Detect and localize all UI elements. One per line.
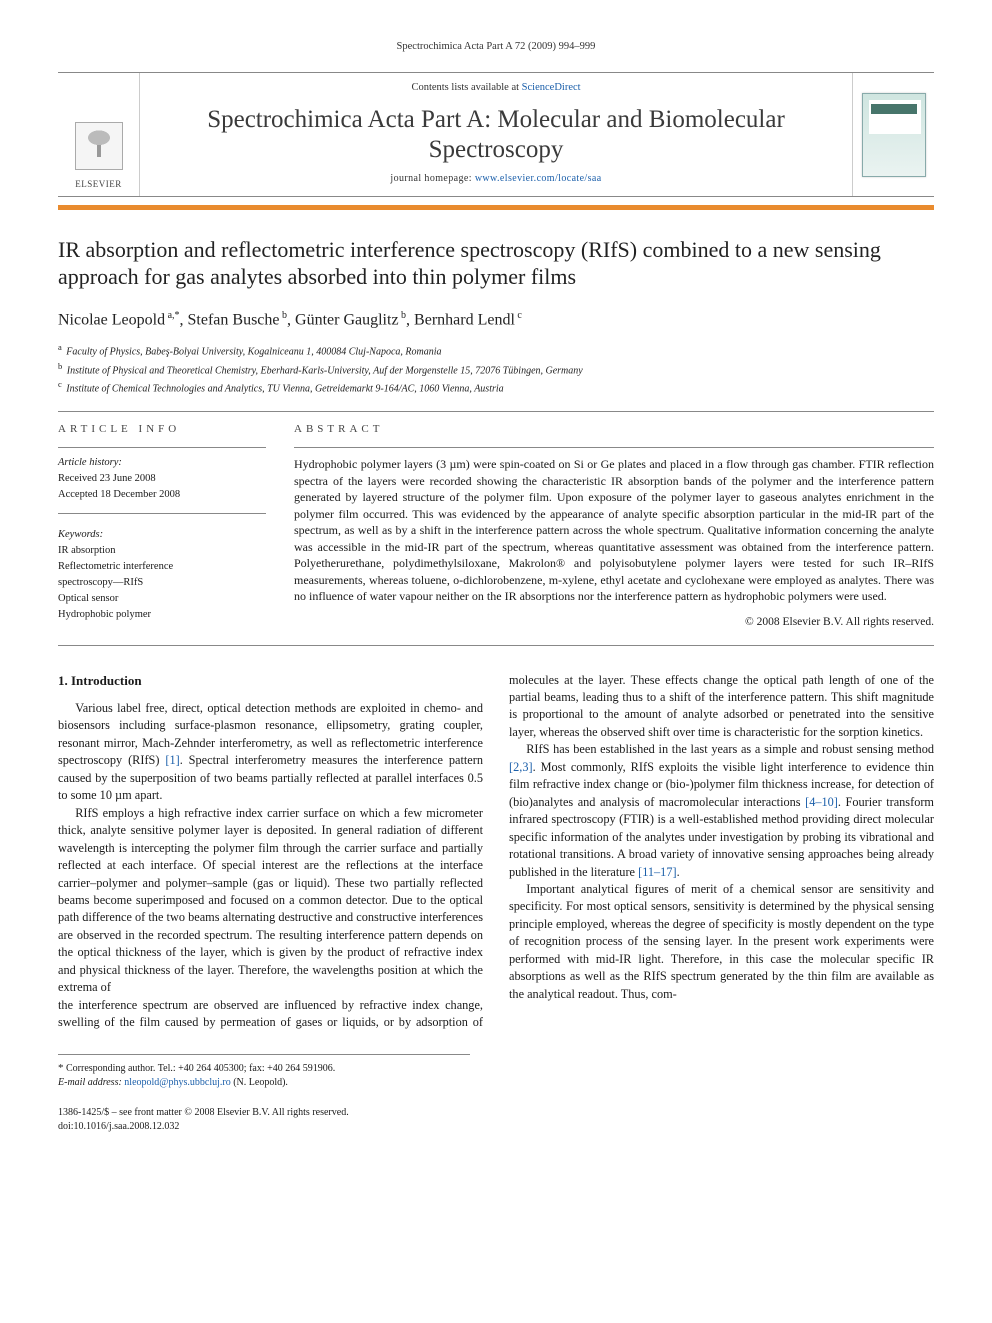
journal-title: Spectrochimica Acta Part A: Molecular an… — [148, 105, 844, 164]
accent-bar — [58, 205, 934, 210]
corresponding-email-link[interactable]: nleopold@phys.ubbcluj.ro — [124, 1077, 230, 1088]
top-rule — [58, 411, 934, 412]
homepage-prefix: journal homepage: — [390, 173, 474, 184]
running-head: Spectrochimica Acta Part A 72 (2009) 994… — [58, 40, 934, 54]
abstract-body: Hydrophobic polymer layers (3 µm) were s… — [294, 456, 934, 605]
keyword-line: Reflectometric interference — [58, 560, 266, 574]
abstract-rule — [294, 447, 934, 448]
affiliation-line: b Institute of Physical and Theoretical … — [58, 360, 934, 379]
doi-line: doi:10.1016/j.saa.2008.12.032 — [58, 1120, 934, 1134]
body-paragraph: Important analytical figures of merit of… — [509, 881, 934, 1003]
keyword-line: Hydrophobic polymer — [58, 608, 266, 622]
article-meta-row: ARTICLE INFO Article history: Received 2… — [58, 422, 934, 630]
bottom-rule — [58, 645, 934, 646]
body-paragraph: RIfS has been established in the last ye… — [509, 741, 934, 881]
publisher-logo-text: ELSEVIER — [75, 178, 122, 190]
keyword-line: Optical sensor — [58, 592, 266, 606]
abstract-copyright: © 2008 Elsevier B.V. All rights reserved… — [294, 615, 934, 631]
citation-ref[interactable]: [4–10] — [805, 795, 838, 809]
history-label: Article history: — [58, 456, 266, 470]
masthead-center: Contents lists available at ScienceDirec… — [140, 73, 852, 196]
front-matter-line: 1386-1425/$ – see front matter © 2008 El… — [58, 1106, 934, 1120]
citation-ref[interactable]: [11–17] — [638, 865, 676, 879]
journal-cover-block — [852, 73, 934, 196]
journal-homepage-link[interactable]: www.elsevier.com/locate/saa — [475, 173, 602, 184]
affiliation-line: a Faculty of Physics, Babeş-Bolyai Unive… — [58, 341, 934, 360]
history-line: Received 23 June 2008 — [58, 472, 266, 486]
article-info-heading: ARTICLE INFO — [58, 422, 266, 437]
corresponding-label: Corresponding author. Tel.: +40 264 4053… — [66, 1063, 335, 1074]
citation-ref[interactable]: [2,3] — [509, 760, 533, 774]
contents-prefix: Contents lists available at — [411, 82, 521, 93]
info-rule-2 — [58, 513, 266, 514]
info-rule — [58, 447, 266, 448]
email-label: E-mail address: — [58, 1077, 122, 1088]
author-list: Nicolae Leopold a,*, Stefan Busche b, Gü… — [58, 309, 934, 331]
journal-cover-thumbnail — [862, 93, 926, 177]
abstract-block: ABSTRACT Hydrophobic polymer layers (3 µ… — [294, 422, 934, 630]
publisher-tree-icon — [75, 122, 123, 170]
footnote-star-icon: * — [58, 1062, 64, 1074]
email-attribution: (N. Leopold). — [233, 1077, 288, 1088]
abstract-heading: ABSTRACT — [294, 422, 934, 437]
contents-available-line: Contents lists available at ScienceDirec… — [148, 81, 844, 95]
article-info-block: ARTICLE INFO Article history: Received 2… — [58, 422, 266, 630]
journal-homepage-line: journal homepage: www.elsevier.com/locat… — [148, 172, 844, 186]
history-line: Accepted 18 December 2008 — [58, 488, 266, 502]
keywords-label: Keywords: — [58, 528, 266, 542]
article-body: 1. Introduction Various label free, dire… — [58, 672, 934, 1032]
body-paragraph: RIfS employs a high refractive index car… — [58, 805, 483, 997]
publisher-logo-block: ELSEVIER — [58, 73, 140, 196]
journal-masthead: ELSEVIER Contents lists available at Sci… — [58, 72, 934, 197]
affiliation-list: a Faculty of Physics, Babeş-Bolyai Unive… — [58, 341, 934, 397]
doi-block: 1386-1425/$ – see front matter © 2008 El… — [58, 1106, 934, 1134]
keyword-line: IR absorption — [58, 544, 266, 558]
section-heading-introduction: 1. Introduction — [58, 672, 483, 690]
keyword-line: spectroscopy—RIfS — [58, 576, 266, 590]
citation-ref[interactable]: [1] — [165, 753, 179, 767]
sciencedirect-link[interactable]: ScienceDirect — [522, 82, 581, 93]
affiliation-line: c Institute of Chemical Technologies and… — [58, 378, 934, 397]
corresponding-author-footnote: * Corresponding author. Tel.: +40 264 40… — [58, 1054, 470, 1090]
article-title: IR absorption and reflectometric interfe… — [58, 236, 934, 291]
body-paragraph: Various label free, direct, optical dete… — [58, 700, 483, 805]
